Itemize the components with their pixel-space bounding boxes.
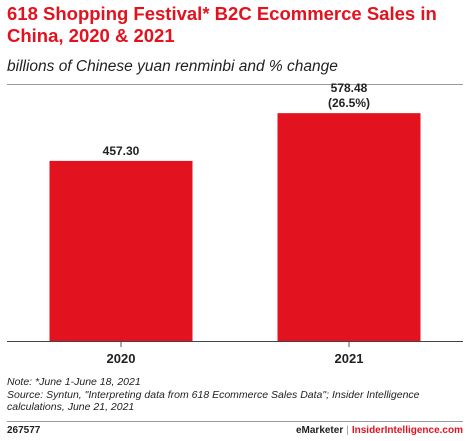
brand-emarketer: eMarketer [295, 425, 344, 436]
brand-insider-intelligence-link[interactable]: InsiderIntelligence.com [351, 425, 463, 436]
footer: 267577 eMarketer | InsiderIntelligence.com [7, 424, 463, 438]
brand-separator: | [346, 425, 349, 436]
data-label-2020: 457.30 [103, 144, 140, 158]
data-label-2021: 578.48 [331, 81, 368, 95]
x-tick-label-2020: 2020 [107, 351, 136, 366]
x-tick-label-2021: 2021 [335, 351, 364, 366]
note-text: Note: *June 1-June 18, 2021 [7, 376, 141, 388]
brand: eMarketer | InsiderIntelligence.com [296, 424, 463, 438]
footer-divider [7, 421, 463, 422]
chart-notes: Note: *June 1-June 18, 2021 Source: Synt… [7, 376, 463, 414]
source-text: Source: Syntun, "Interpreting data from … [7, 388, 420, 414]
chart-title: 618 Shopping Festival* B2C Ecommerce Sal… [7, 3, 437, 46]
chart-subtitle: billions of Chinese yuan renminbi and % … [7, 58, 338, 75]
bar-2020 [49, 160, 193, 341]
change-label-2021: (26.5%) [328, 96, 370, 110]
top-divider [7, 84, 463, 85]
bar-2021 [277, 113, 421, 341]
chart-id: 267577 [7, 425, 41, 436]
